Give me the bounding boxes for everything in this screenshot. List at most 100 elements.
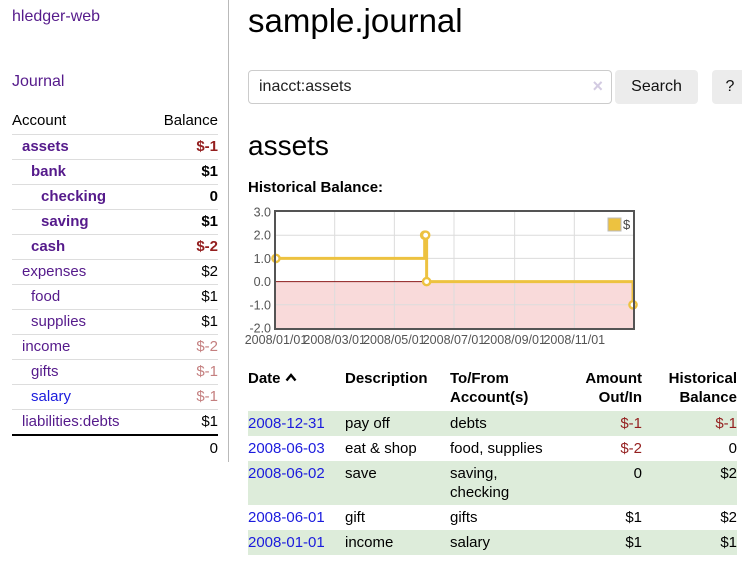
accounts-header-balance: Balance [163, 112, 218, 129]
account-link-food[interactable]: food [31, 288, 61, 305]
transaction-description: pay off [345, 415, 390, 432]
accounts-total-row: 0 [12, 435, 218, 462]
search-button[interactable]: Search [615, 70, 698, 104]
svg-text:3.0: 3.0 [254, 206, 271, 220]
svg-text:2008/09/01: 2008/09/01 [483, 333, 546, 347]
transaction-accounts: food, supplies [450, 440, 543, 457]
transaction-description: eat & shop [345, 440, 417, 457]
transaction-amount: $-2 [620, 440, 642, 457]
accounts-table: Account Balance assets $-1 bank $1 check… [12, 108, 218, 462]
account-balance: $1 [201, 413, 218, 430]
account-link-expenses[interactable]: expenses [22, 263, 87, 280]
svg-text:2008/03/01: 2008/03/01 [303, 333, 366, 347]
svg-text:2008/11/01: 2008/11/01 [543, 333, 605, 347]
transaction-balance: 0 [728, 440, 737, 457]
account-balance: $1 [201, 213, 218, 230]
register-header-row: Date Description To/From Account(s) Amou… [248, 367, 737, 411]
clear-search-icon[interactable]: × [592, 76, 603, 96]
account-row: salary $-1 [12, 384, 218, 410]
sidebar-item-journal[interactable]: Journal [12, 73, 65, 90]
accounts-total-balance: 0 [209, 440, 218, 457]
account-link-cash[interactable]: cash [31, 238, 66, 255]
account-link-gifts[interactable]: gifts [31, 363, 59, 380]
sort-ascending-icon [285, 373, 296, 382]
account-balance: $1 [201, 313, 218, 330]
transaction-amount: 0 [633, 465, 642, 482]
register-header-description: Description [345, 370, 428, 387]
transaction-balance: $2 [720, 509, 737, 526]
account-balance: $-1 [196, 138, 218, 155]
transaction-amount: $1 [625, 509, 642, 526]
register-row: 2008-06-03 eat & shop food, supplies $-2… [248, 436, 737, 461]
svg-text:2008/01/01: 2008/01/01 [245, 333, 308, 347]
account-row: liabilities:debts $1 [12, 409, 218, 436]
svg-text:2008/05/01: 2008/05/01 [363, 333, 426, 347]
account-balance: $-2 [196, 338, 218, 355]
transaction-description: save [345, 465, 377, 482]
account-balance: 0 [209, 188, 218, 205]
account-balance: $-2 [196, 238, 218, 255]
account-link-supplies[interactable]: supplies [31, 313, 87, 330]
transaction-balance: $-1 [715, 415, 737, 432]
account-row: income $-2 [12, 334, 218, 360]
transaction-date-link[interactable]: 2008-06-03 [248, 440, 325, 457]
transaction-amount: $-1 [620, 415, 642, 432]
account-row: checking 0 [12, 184, 218, 210]
register-header-accounts: To/From Account(s) [450, 370, 529, 406]
account-balance: $-1 [196, 363, 218, 380]
account-balance: $1 [201, 163, 218, 180]
search-form: × Search ? [248, 70, 742, 104]
account-heading: assets [248, 130, 329, 161]
transaction-date-link[interactable]: 2008-06-01 [248, 509, 325, 526]
register-header-date[interactable]: Date [248, 367, 345, 411]
svg-text:$: $ [623, 217, 631, 232]
account-link-income[interactable]: income [22, 338, 71, 355]
transaction-description: income [345, 534, 394, 551]
transaction-description: gift [345, 509, 366, 526]
account-row: assets $-1 [12, 134, 218, 160]
account-balance: $-1 [196, 388, 218, 405]
account-link-liabilities-debts[interactable]: liabilities:debts [22, 413, 120, 430]
transaction-balance: $2 [720, 465, 737, 482]
account-balance: $1 [201, 288, 218, 305]
register-row: 2008-06-02 save saving, checking 0 $2 [248, 461, 737, 505]
account-link-checking[interactable]: checking [41, 188, 107, 205]
account-row: saving $1 [12, 209, 218, 235]
register-header-balance: Historical Balance [668, 370, 737, 406]
transaction-balance: $1 [720, 534, 737, 551]
register-header-amount: Amount Out/In [585, 370, 642, 406]
page: hledger-web Journal Account Balance asse… [0, 0, 742, 555]
svg-text:0.0: 0.0 [254, 275, 271, 289]
account-link-assets[interactable]: assets [22, 138, 69, 155]
account-row: supplies $1 [12, 309, 218, 335]
app-title-link[interactable]: hledger-web [12, 8, 101, 25]
transaction-accounts: saving, checking [450, 465, 510, 501]
svg-text:-2.0: -2.0 [249, 322, 271, 336]
account-row: cash $-2 [12, 234, 218, 260]
register-row: 2008-06-01 gift gifts $1 $2 [248, 505, 737, 530]
account-link-bank[interactable]: bank [31, 163, 67, 180]
svg-text:2.0: 2.0 [254, 229, 271, 243]
accounts-header-account: Account [12, 112, 67, 129]
register-row: 2008-01-01 income salary $1 $1 [248, 530, 737, 555]
account-row: bank $1 [12, 159, 218, 185]
transaction-amount: $1 [625, 534, 642, 551]
main-content: sample.journal × Search ? assets Histori… [229, 0, 742, 555]
page-title: sample.journal [248, 2, 463, 39]
account-link-salary[interactable]: salary [31, 388, 72, 405]
transaction-date-link[interactable]: 2008-06-02 [248, 465, 325, 482]
balance-chart: $3.0 2.0 1.0 0.0 -1.0 -2.02008/01/012008/03/0… [245, 206, 638, 347]
svg-text:1.0: 1.0 [254, 252, 271, 266]
register-table: Date Description To/From Account(s) Amou… [248, 367, 737, 555]
help-button[interactable]: ? [712, 70, 742, 104]
transaction-date-link[interactable]: 2008-01-01 [248, 534, 325, 551]
account-row: food $1 [12, 284, 218, 310]
account-link-saving[interactable]: saving [41, 213, 89, 230]
account-balance: $2 [201, 263, 218, 280]
svg-text:2008/07/01: 2008/07/01 [423, 333, 486, 347]
accounts-header-row: Account Balance [12, 108, 218, 135]
transaction-date-link[interactable]: 2008-12-31 [248, 415, 325, 432]
sidebar: hledger-web Journal Account Balance asse… [0, 0, 229, 462]
search-input[interactable] [248, 70, 612, 104]
account-row: gifts $-1 [12, 359, 218, 385]
